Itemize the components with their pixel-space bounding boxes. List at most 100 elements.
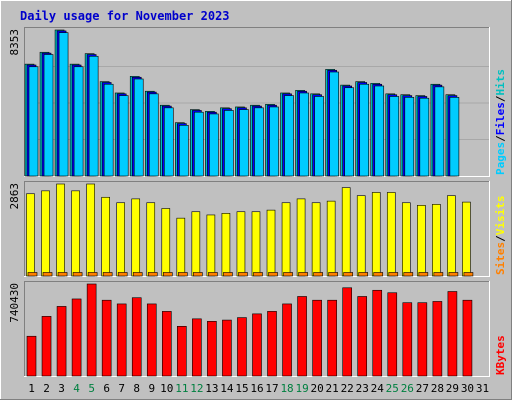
bar-sites	[208, 272, 218, 277]
bar-sites	[42, 272, 53, 277]
x-tick-label: 29	[446, 382, 459, 395]
bar-visits	[191, 211, 201, 277]
bar-sites	[358, 272, 369, 277]
x-tick-label: 17	[265, 382, 278, 395]
bar-kbytes	[432, 301, 443, 377]
bar-sites	[343, 272, 353, 277]
bar-kbytes	[116, 303, 127, 377]
x-tick-label: 26	[401, 382, 414, 395]
bar-pages	[179, 125, 189, 177]
bar-visits	[101, 196, 110, 277]
bar-visits	[371, 192, 381, 277]
bar-visits	[296, 198, 306, 277]
bar-sites	[223, 272, 233, 277]
legend-hits: Hits	[494, 69, 507, 96]
x-tick-label: 21	[326, 382, 339, 395]
bar-visits	[26, 193, 35, 277]
bar-pages	[314, 96, 324, 177]
bar-kbytes	[177, 325, 187, 377]
x-axis-labels: 1 2 3 4 5 6 7 8 9 10 11 12 13 14 15 16 17 18 19 20 21 22 23 24 2…	[28, 382, 489, 395]
bar-pages	[118, 95, 129, 177]
bar-pages	[329, 71, 339, 177]
bar-kbytes	[86, 283, 97, 377]
bar-sites	[463, 272, 474, 277]
x-tick-label: 19	[295, 382, 308, 395]
bar-pages	[43, 54, 54, 177]
bar-sites	[57, 272, 68, 277]
bar-kbytes	[56, 306, 67, 377]
chart-panels: 8353Pages/Files/Hits2863Sites/Visits7404…	[8, 27, 507, 395]
bar-sites	[193, 272, 203, 277]
bar-pages	[269, 106, 279, 177]
x-tick-label: 7	[118, 382, 125, 395]
bar-pages	[209, 113, 219, 177]
x-tick-label: 20	[311, 382, 324, 395]
bar-visits	[41, 190, 50, 277]
bar-pages	[58, 32, 69, 177]
bar-sites	[238, 272, 248, 277]
y-tick-label: 740430	[8, 283, 21, 323]
bar-kbytes	[146, 303, 157, 377]
y-tick-label: 8353	[8, 29, 21, 56]
bar-sites	[448, 272, 459, 277]
bar-pages	[88, 55, 99, 177]
legend-files: Files	[494, 102, 507, 135]
x-tick-label: 25	[386, 382, 399, 395]
bar-visits	[146, 202, 156, 277]
bar-kbytes	[131, 297, 142, 377]
bar-kbytes	[462, 299, 473, 377]
panel-visits-sites: 2863 Sites/Visits	[8, 181, 507, 277]
bar-visits	[356, 195, 366, 277]
bar-kbytes	[267, 311, 277, 377]
bar-sites	[388, 272, 399, 277]
bar-sites	[373, 272, 384, 277]
bar-visits	[266, 209, 276, 277]
bar-kbytes	[417, 302, 428, 377]
bar-pages	[299, 92, 309, 177]
bar-pages	[224, 110, 234, 177]
x-tick-label: 10	[160, 382, 173, 395]
bar-visits	[206, 214, 216, 277]
bar-pages	[389, 96, 400, 177]
bar-visits	[86, 183, 95, 277]
bar-kbytes	[222, 319, 232, 377]
bar-kbytes	[101, 299, 112, 377]
bar-sites	[27, 272, 38, 277]
x-tick-label: 22	[341, 382, 354, 395]
x-tick-label: 31	[476, 382, 489, 395]
bar-kbytes	[342, 287, 352, 377]
bar-pages	[163, 107, 174, 177]
bar-kbytes	[26, 335, 37, 377]
legend-visits: Visits	[494, 196, 507, 236]
bar-kbytes	[297, 296, 307, 377]
bar-kbytes	[312, 299, 322, 377]
bar-sites	[268, 272, 278, 277]
bar-visits	[417, 205, 426, 277]
bar-visits	[131, 198, 141, 277]
bar-sites	[72, 272, 83, 277]
x-tick-label: 23	[356, 382, 369, 395]
bar-kbytes	[252, 313, 262, 377]
bar-visits	[462, 201, 471, 277]
bar-pages	[359, 83, 370, 177]
x-tick-label: 12	[190, 382, 203, 395]
bar-sites	[418, 272, 429, 277]
x-tick-label: 6	[103, 382, 110, 395]
x-tick-label: 28	[431, 382, 444, 395]
legend-kbytes: KBytes	[494, 335, 507, 375]
bar-visits	[386, 192, 396, 277]
bar-pages	[239, 109, 249, 177]
bar-sites	[132, 272, 143, 277]
x-tick-label: 11	[175, 382, 188, 395]
x-tick-label: 16	[250, 382, 263, 395]
bar-kbytes	[387, 292, 398, 377]
panel-kbytes: 740430 KBytes	[8, 281, 507, 377]
series-label: Sites/Visits	[494, 196, 507, 276]
x-tick-label: 30	[461, 382, 474, 395]
bar-pages	[434, 86, 445, 177]
bar-sites	[283, 272, 293, 277]
bar-visits	[176, 217, 186, 277]
bar-sites	[162, 272, 173, 277]
bar-pages	[194, 111, 204, 177]
